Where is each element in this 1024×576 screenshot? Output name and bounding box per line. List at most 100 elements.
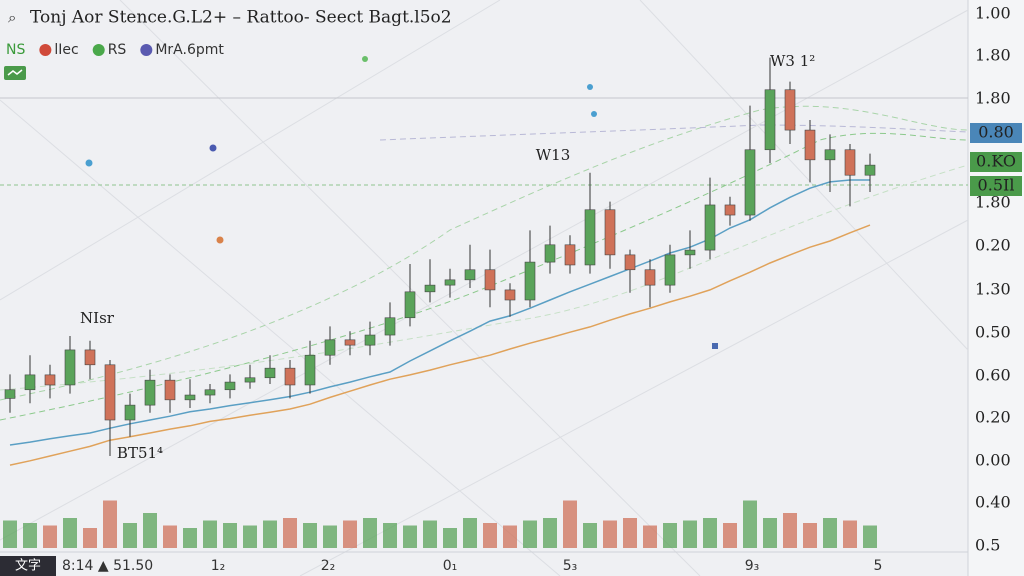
volume-bar <box>543 518 557 548</box>
price-axis-label: 1.00 <box>975 4 1011 23</box>
annotation: W13 <box>536 146 571 164</box>
candle-body <box>104 364 116 421</box>
volume-bar <box>363 518 377 548</box>
time-label: 5 <box>874 558 883 574</box>
candle-body <box>144 379 156 406</box>
price-axis-label: 1.80 <box>975 46 1011 65</box>
volume-bar <box>603 520 617 548</box>
price-axis-label: 1.80 <box>975 193 1011 212</box>
volume-bar <box>463 518 477 548</box>
candle-body <box>64 349 76 386</box>
candle-body <box>824 149 836 161</box>
volume-bar <box>583 523 597 548</box>
volume-bar <box>263 520 277 548</box>
candle-body <box>664 254 676 286</box>
legend-label: lIec <box>54 42 78 58</box>
envelope-lines <box>0 105 969 421</box>
candle-body <box>44 374 56 386</box>
candle-body <box>524 261 536 301</box>
scatter-dots <box>85 56 718 349</box>
time-label: 8:14 ▲ 51.50 <box>62 558 153 574</box>
volume-bar <box>443 528 457 548</box>
volume-bar <box>763 518 777 548</box>
volume-bar <box>663 523 677 548</box>
legend-swatch <box>140 44 153 56</box>
volume-bar <box>823 518 837 548</box>
candle-body <box>604 209 616 256</box>
candle-body <box>564 244 576 266</box>
volume-bar <box>863 525 877 548</box>
candle-body <box>704 204 716 251</box>
volume-bar <box>63 518 77 548</box>
volume-bar <box>843 520 857 548</box>
candle-body <box>764 89 776 151</box>
volume-bar <box>723 523 737 548</box>
volume-bar <box>223 523 237 548</box>
legend-label: RS <box>108 42 127 58</box>
volume-bar <box>523 520 537 548</box>
volume-bar <box>563 500 577 548</box>
volume-bar <box>163 525 177 548</box>
candle-body <box>844 149 856 176</box>
price-axis-label: 1.30 <box>975 280 1011 299</box>
volume-bar <box>303 523 317 548</box>
legend-swatch <box>39 44 52 56</box>
annotation: NIsr <box>80 309 115 327</box>
candle-body <box>584 209 596 266</box>
legend: NS lIec RS MrA.6pmt <box>6 42 224 58</box>
volume-bar <box>703 518 717 548</box>
candle-body <box>544 244 556 263</box>
legend-label: MrA.6pmt <box>155 42 224 58</box>
volume-bar <box>103 500 117 548</box>
corner-box <box>0 556 56 576</box>
price-axis-label: 0.00 <box>975 451 1011 470</box>
candle-body <box>164 379 176 401</box>
price-axis-label: 0.60 <box>975 366 1011 385</box>
annotation: BT51⁴ <box>117 444 163 462</box>
candle-body <box>404 291 416 319</box>
volume-bar <box>183 528 197 548</box>
price-axis-label: 0.50 <box>975 323 1011 342</box>
candle-body <box>864 164 876 176</box>
candle-body <box>184 394 196 401</box>
volume-bar <box>383 523 397 548</box>
time-label: 0₁ <box>443 558 458 574</box>
legend-swatch <box>92 44 105 56</box>
volume-bar <box>403 525 417 548</box>
candle-body <box>804 129 816 161</box>
price-badge-label: 0.5Il <box>978 176 1015 195</box>
volume-bar <box>143 513 157 548</box>
legend-label: NS <box>6 42 25 58</box>
candle-body <box>384 317 396 336</box>
candle-body <box>684 249 696 256</box>
search-icon: ⌕ <box>8 9 16 27</box>
candle-body <box>724 204 736 216</box>
toggle-icon <box>7 69 23 76</box>
volume-bar <box>783 513 797 548</box>
candle-body <box>324 339 336 356</box>
candle-body <box>444 279 456 286</box>
candle-body <box>464 269 476 281</box>
candle-body <box>84 349 96 366</box>
candle-body <box>784 89 796 131</box>
candle-body <box>424 284 436 293</box>
time-label: 2₂ <box>321 558 336 574</box>
candle-body <box>364 334 376 346</box>
candle-body <box>264 367 276 379</box>
volume-bar <box>343 520 357 548</box>
candle-body <box>484 269 496 291</box>
volume-bar <box>743 500 757 548</box>
moving-average-line <box>9 224 871 466</box>
candle-body <box>744 149 756 216</box>
volume-bar <box>503 525 517 548</box>
time-label: 1₂ <box>211 558 226 574</box>
volume-bar <box>203 520 217 548</box>
candle-body <box>504 289 516 301</box>
price-axis-label: 0.40 <box>975 493 1011 512</box>
volume-bar <box>243 525 257 548</box>
price-axis-label: 0.20 <box>975 236 1011 255</box>
volume-bar <box>683 520 697 548</box>
volume-bar <box>323 525 337 548</box>
candle-body <box>244 377 256 383</box>
